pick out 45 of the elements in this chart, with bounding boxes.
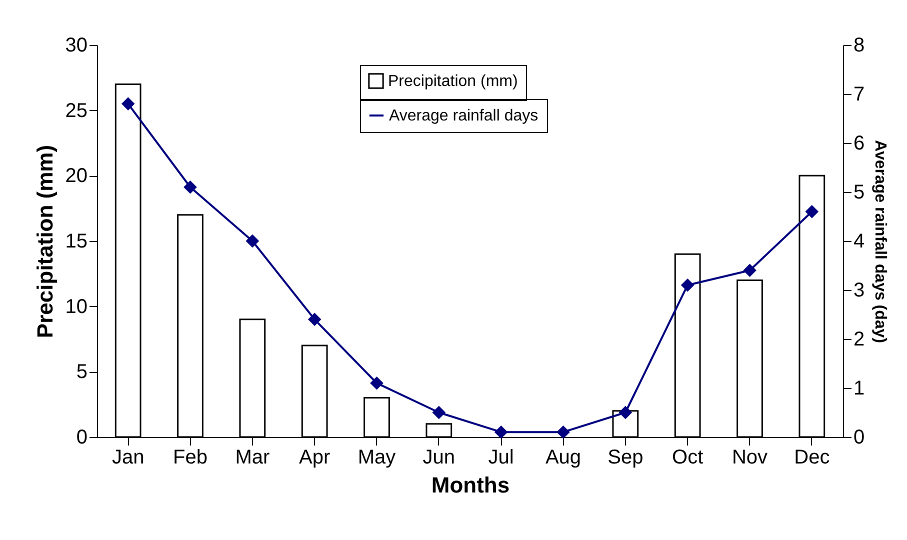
x-tick-label: May (358, 446, 396, 468)
y-axis-title: Precipitation (mm) (32, 144, 58, 338)
point (619, 406, 632, 419)
y2-tick-label: 7 (854, 84, 865, 106)
y-tick-label: 0 (76, 426, 88, 448)
point (557, 426, 570, 438)
x-axis-title: Months (431, 472, 510, 498)
y-tick-label: 10 (65, 296, 88, 318)
x-tick-label: Nov (732, 446, 768, 468)
y-tick-label: 30 (65, 34, 88, 56)
point (370, 376, 383, 390)
x-tick-label: Sep (608, 446, 644, 468)
legend-label: Precipitation (mm) (388, 73, 518, 90)
x-tick-label: Jan (112, 446, 144, 468)
x-tick-label: Apr (299, 446, 330, 468)
y-tick-label: 20 (65, 165, 88, 188)
y2-axis-title: Average rainfall days (day) (872, 140, 889, 344)
x-tick-label: Mar (235, 446, 270, 468)
x-tick-label: Oct (672, 446, 704, 468)
y-tick-label: 25 (65, 100, 88, 122)
x-tick-label: Aug (545, 446, 582, 468)
point (681, 278, 694, 292)
y-tick-label: 15 (65, 230, 88, 252)
y2-tick-label: 6 (854, 132, 865, 154)
point (308, 313, 321, 326)
point (122, 98, 134, 110)
point (184, 180, 196, 194)
y2-tick-label: 3 (854, 280, 865, 302)
point (432, 406, 446, 419)
y-tick-label: 5 (76, 361, 88, 384)
point (744, 264, 756, 277)
point (246, 234, 259, 248)
y2-tick-label: 4 (854, 230, 865, 252)
x-tick-label: Jul (488, 446, 514, 468)
y2-tick-label: 5 (854, 182, 865, 204)
x-tick-label: Jun (422, 446, 456, 468)
y2-tick-label: 8 (854, 34, 865, 56)
y2-tick-label: 1 (854, 378, 865, 400)
y2-tick-label: 2 (854, 328, 865, 350)
point (494, 426, 508, 438)
legend-label: Average rainfall days (389, 108, 538, 124)
y2-tick-label: 0 (854, 426, 865, 448)
point (806, 205, 818, 218)
x-tick-label: Dec (794, 446, 830, 468)
x-tick-label: Feb (173, 446, 208, 468)
